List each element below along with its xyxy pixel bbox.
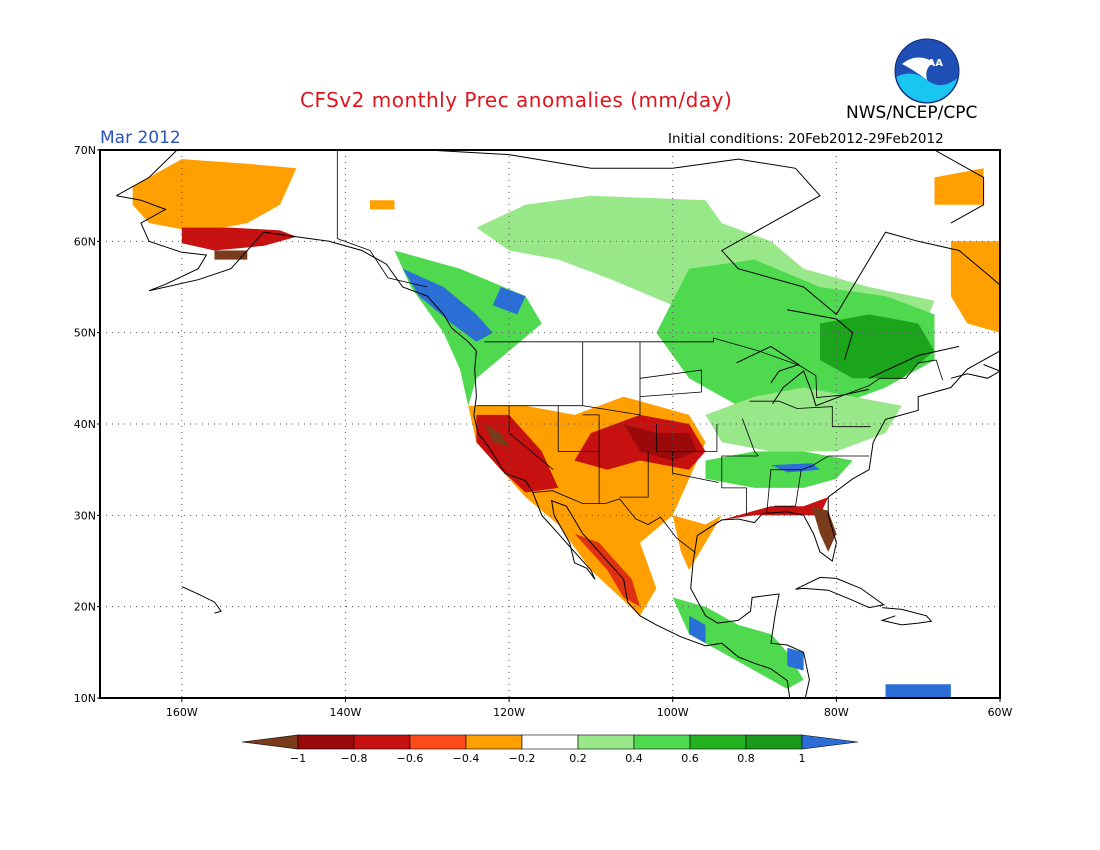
initial-conditions-label: Initial conditions: 20Feb2012-29Feb2012	[668, 131, 944, 147]
anomaly-labrador-orange	[950, 241, 1000, 333]
lat-label: 20N	[74, 601, 96, 614]
lon-label: 100W	[657, 706, 689, 719]
lon-label: 120W	[493, 706, 525, 719]
anomaly-central-america-green	[672, 597, 804, 689]
colorbar-label: −0.4	[453, 752, 480, 765]
anomaly-bc-blue	[402, 268, 493, 342]
anomaly-central-america-blue	[689, 615, 706, 644]
anomaly-caribbean-blue	[885, 684, 951, 698]
anomaly-alaska-brown	[214, 250, 248, 260]
border-12	[721, 455, 758, 516]
coastline-7	[950, 364, 1000, 379]
latitude-labels: 70N 60N 50N 40N 30N 20N 10N	[74, 144, 100, 705]
coastline-0	[116, 150, 1000, 698]
border-0	[336, 150, 428, 288]
anomaly-yukon-orange-dot	[370, 200, 395, 210]
lat-label: 50N	[74, 327, 96, 340]
border-15	[749, 400, 871, 428]
lon-label: 80W	[824, 706, 849, 719]
anomaly-honduras-blue	[787, 647, 804, 671]
border-2	[532, 490, 696, 554]
border-16	[741, 418, 759, 457]
colorbar-swatch	[577, 734, 635, 750]
map-title: CFSv2 monthly Prec anomalies (mm/day)	[300, 88, 733, 112]
lat-label: 10N	[74, 692, 96, 705]
lon-label: 160W	[166, 706, 198, 719]
colorbar-label: 0.8	[737, 752, 755, 765]
colorbar-low-arrow	[241, 734, 299, 750]
noaa-logo-text: NOAA	[911, 58, 943, 69]
colorbar-label: 1	[799, 752, 806, 765]
noaa-logo: NOAA	[894, 38, 960, 104]
anomaly-layer	[132, 159, 1000, 698]
anomaly-mexico-red	[574, 533, 640, 607]
colorbar-swatch	[745, 734, 803, 750]
coastline-5	[787, 309, 854, 361]
colorbar-label: 0.2	[569, 752, 587, 765]
coastline-4	[932, 150, 985, 224]
anomaly-cal-brown	[484, 424, 510, 447]
colorbar: −1 −0.8 −0.6 −0.4 −0.2 0.2 0.4 0.6 0.8 1	[241, 734, 859, 765]
lat-label: 60N	[74, 235, 96, 248]
border-14	[801, 455, 870, 471]
anomaly-alaska-orange	[132, 159, 297, 233]
agency-label: NWS/NCEP/CPC	[846, 103, 978, 123]
border-1	[484, 337, 944, 398]
colorbar-swatch	[353, 734, 411, 750]
colorbar-swatch	[521, 734, 579, 750]
colorbar-label: 0.6	[681, 752, 699, 765]
colorbar-label: −0.8	[341, 752, 368, 765]
colorbar-label: −0.6	[397, 752, 424, 765]
colorbar-swatch	[689, 734, 747, 750]
lon-label: 140W	[330, 706, 362, 719]
lat-label: 40N	[74, 418, 96, 431]
border-6	[619, 451, 649, 498]
border-11	[639, 369, 702, 397]
border-7	[656, 424, 718, 452]
anomaly-alaska-red	[181, 227, 297, 251]
anomaly-florida-brown	[811, 506, 837, 552]
colorbar-label: −0.2	[509, 752, 536, 765]
month-label: Mar 2012	[100, 128, 181, 148]
anomaly-midwest-lightgreen	[705, 387, 902, 452]
longitude-labels: 160W 140W 120W 100W 80W 60W	[166, 698, 1013, 719]
graticule	[100, 150, 1000, 698]
lat-label: 30N	[74, 509, 96, 522]
colorbar-swatch	[297, 734, 355, 750]
anomaly-quebec-darkgreen	[820, 314, 935, 379]
coastline-8	[736, 345, 800, 384]
border-3	[582, 341, 641, 416]
colorbar-high-arrow	[801, 734, 859, 750]
anomaly-texas-orange	[672, 515, 722, 571]
colorbar-label: −1	[290, 752, 306, 765]
colorbar-swatch	[465, 734, 523, 750]
coastline-layer	[116, 150, 1000, 698]
coastline-6	[868, 345, 960, 379]
colorbar-label: 0.4	[625, 752, 643, 765]
colorbar-swatch	[409, 734, 467, 750]
lon-label: 60W	[988, 706, 1013, 719]
border-8	[672, 451, 719, 483]
lat-label: 70N	[74, 144, 96, 157]
coastline-10	[181, 586, 222, 614]
coastline-2	[795, 576, 886, 609]
coastline-1	[116, 195, 791, 698]
colorbar-swatch	[633, 734, 691, 750]
coastline-3	[880, 607, 933, 626]
anomaly-greenland-orange	[934, 168, 984, 205]
anomaly-southeast-blue	[770, 463, 820, 473]
